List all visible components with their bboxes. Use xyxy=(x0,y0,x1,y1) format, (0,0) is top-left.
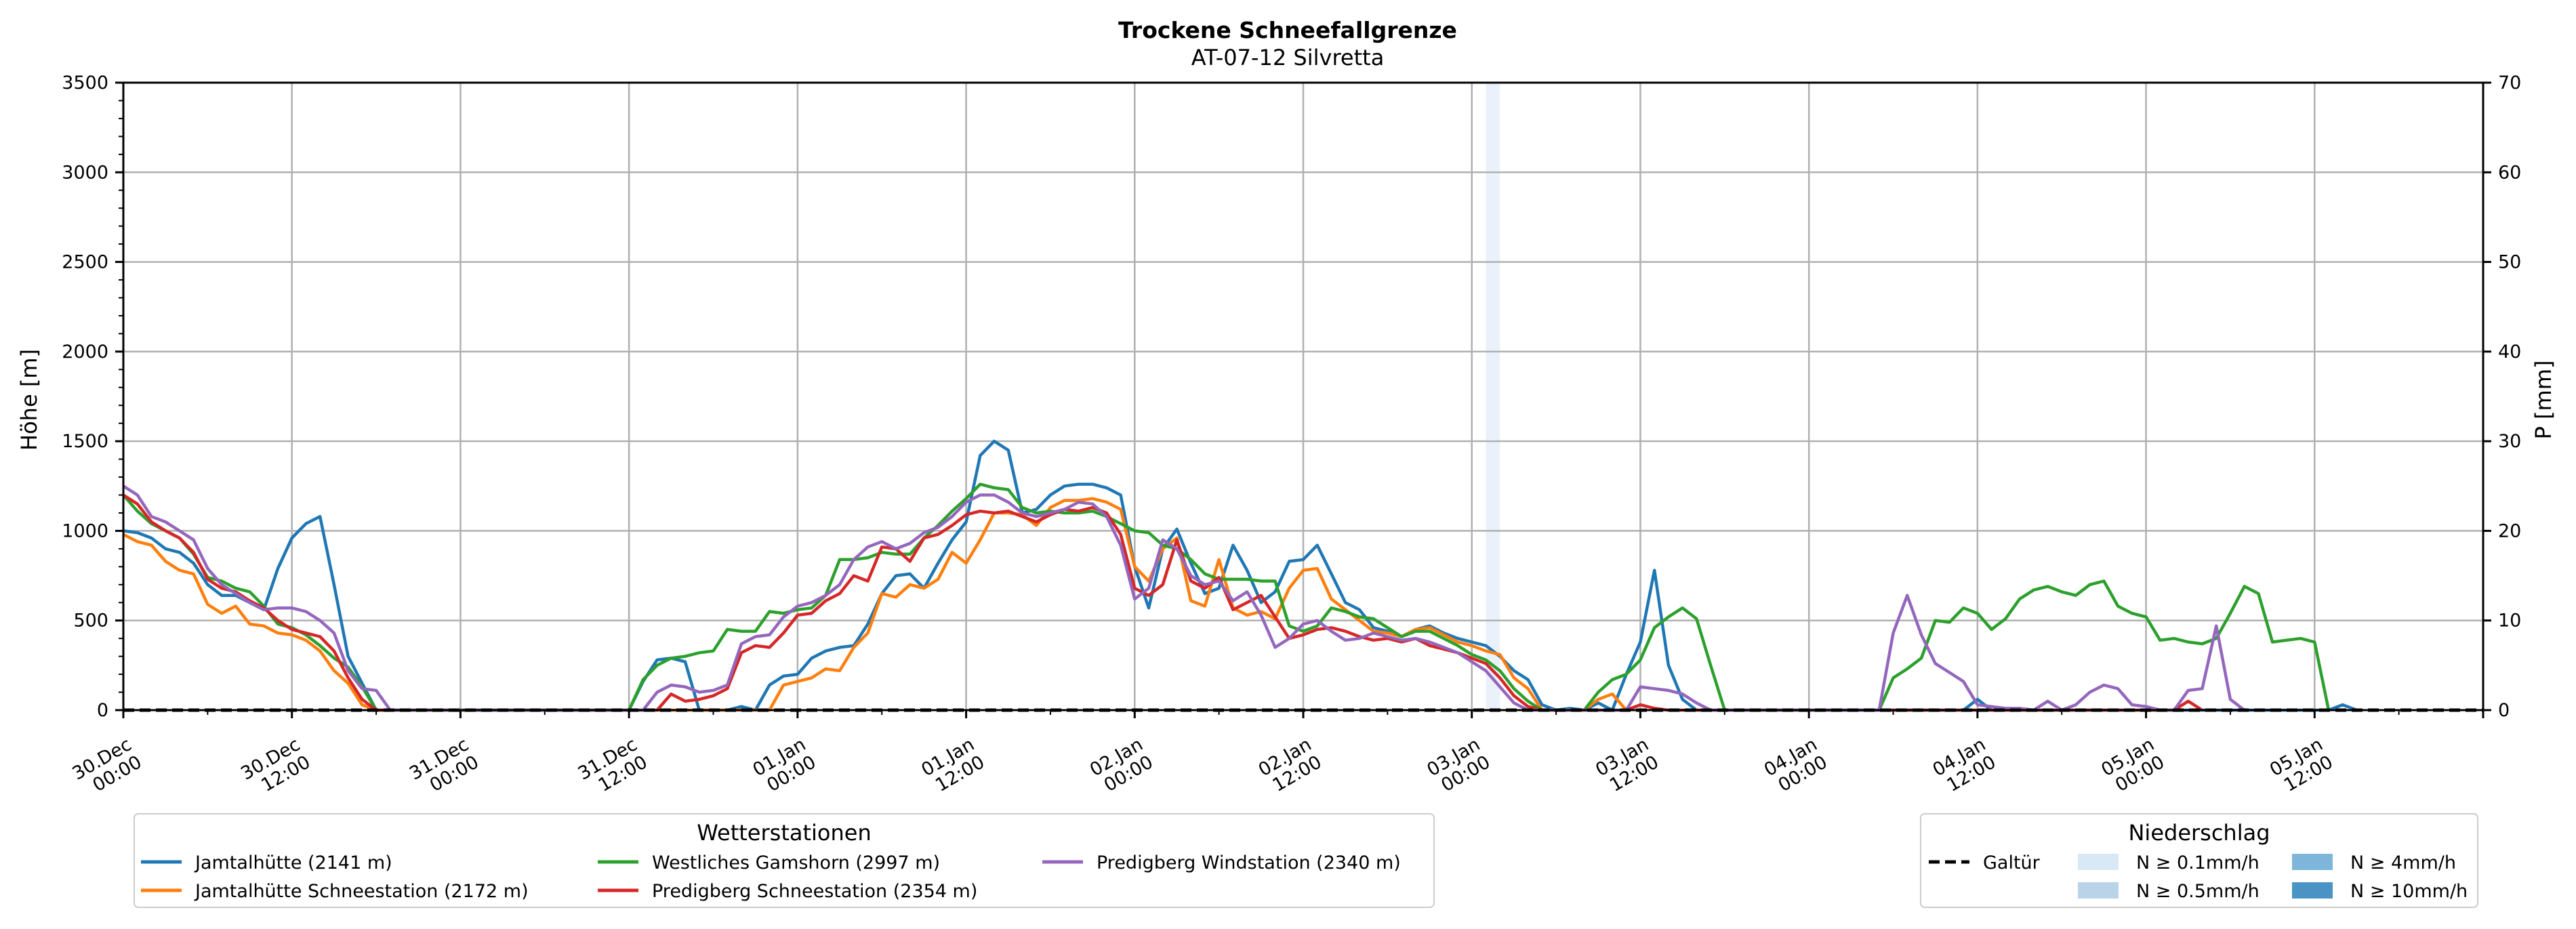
legend-precip-label: N ≥ 4mm/h xyxy=(2350,852,2456,873)
legend-station-label: Jamtalhütte (2141 m) xyxy=(194,852,392,873)
y2-axis-ticks: 0 10 20 30 40 50 60 70 xyxy=(2483,73,2521,721)
chart-title: Trockene Schneefallgrenze xyxy=(1118,17,1457,43)
legend-precip-swatch xyxy=(2292,882,2333,899)
y-tick-label: 1000 xyxy=(62,520,108,541)
y-tick-label: 500 xyxy=(73,611,108,632)
legend-stations-title: Wetterstationen xyxy=(697,820,871,846)
y2-tick-label: 10 xyxy=(2498,611,2521,632)
legend-precip-title: Niederschlag xyxy=(2128,820,2270,846)
y-tick-label: 0 xyxy=(97,700,108,721)
legend-precip-swatch xyxy=(2292,854,2333,870)
legend-precip-label: N ≥ 0.5mm/h xyxy=(2136,881,2260,902)
legend-precip-label: N ≥ 10mm/h xyxy=(2350,881,2468,902)
legend-station-label: Predigberg Schneestation (2354 m) xyxy=(652,881,977,902)
y2-tick-label: 40 xyxy=(2498,342,2521,363)
legend-galtuer-label: Galtür xyxy=(1983,852,2041,873)
series-line-2 xyxy=(122,482,2331,712)
y-axis-ticks: 0 500 1000 1500 2000 2500 3000 3500 xyxy=(62,73,123,721)
precip-band xyxy=(1486,83,1500,710)
legend-station-label: Predigberg Windstation (2340 m) xyxy=(1097,852,1401,873)
y2-tick-label: 70 xyxy=(2498,73,2521,94)
y2-tick-label: 0 xyxy=(2498,700,2510,721)
legend-precip-swatch xyxy=(2078,882,2119,899)
y2-tick-label: 20 xyxy=(2498,520,2521,541)
y2-tick-label: 30 xyxy=(2498,431,2521,452)
legend-precip: Niederschlag Galtür N ≥ 0.1mm/h N ≥ 0.5mm… xyxy=(1920,813,2478,908)
y-tick-label: 2500 xyxy=(62,252,108,273)
legend-precip-swatch xyxy=(2078,854,2119,870)
legend-station-label: Jamtalhütte Schneestation (2172 m) xyxy=(194,881,529,902)
legend-precip-label: N ≥ 0.1mm/h xyxy=(2136,852,2260,873)
y-tick-label: 2000 xyxy=(62,342,108,363)
y-tick-label: 3000 xyxy=(62,162,108,183)
y-tick-label: 3500 xyxy=(62,73,108,94)
precip-band-layer xyxy=(1486,83,1500,710)
y-axis-label: Höhe [m] xyxy=(16,349,42,451)
legend-station-label: Westliches Gamshorn (2997 m) xyxy=(652,852,940,873)
series-line-0 xyxy=(123,439,2358,712)
y2-tick-label: 60 xyxy=(2498,162,2521,183)
series-line-1 xyxy=(122,497,1628,712)
chart-subtitle: AT-07-12 Silvretta xyxy=(1191,45,1385,70)
legend-stations: Wetterstationen Jamtalhütte (2141 m) Jamt… xyxy=(134,813,1435,908)
grid-layer xyxy=(123,83,2483,710)
y-tick-label: 1500 xyxy=(62,431,108,452)
y2-axis-label: P [mm] xyxy=(2531,360,2556,440)
series-line-3 xyxy=(122,493,2203,712)
y2-tick-label: 50 xyxy=(2498,252,2521,273)
